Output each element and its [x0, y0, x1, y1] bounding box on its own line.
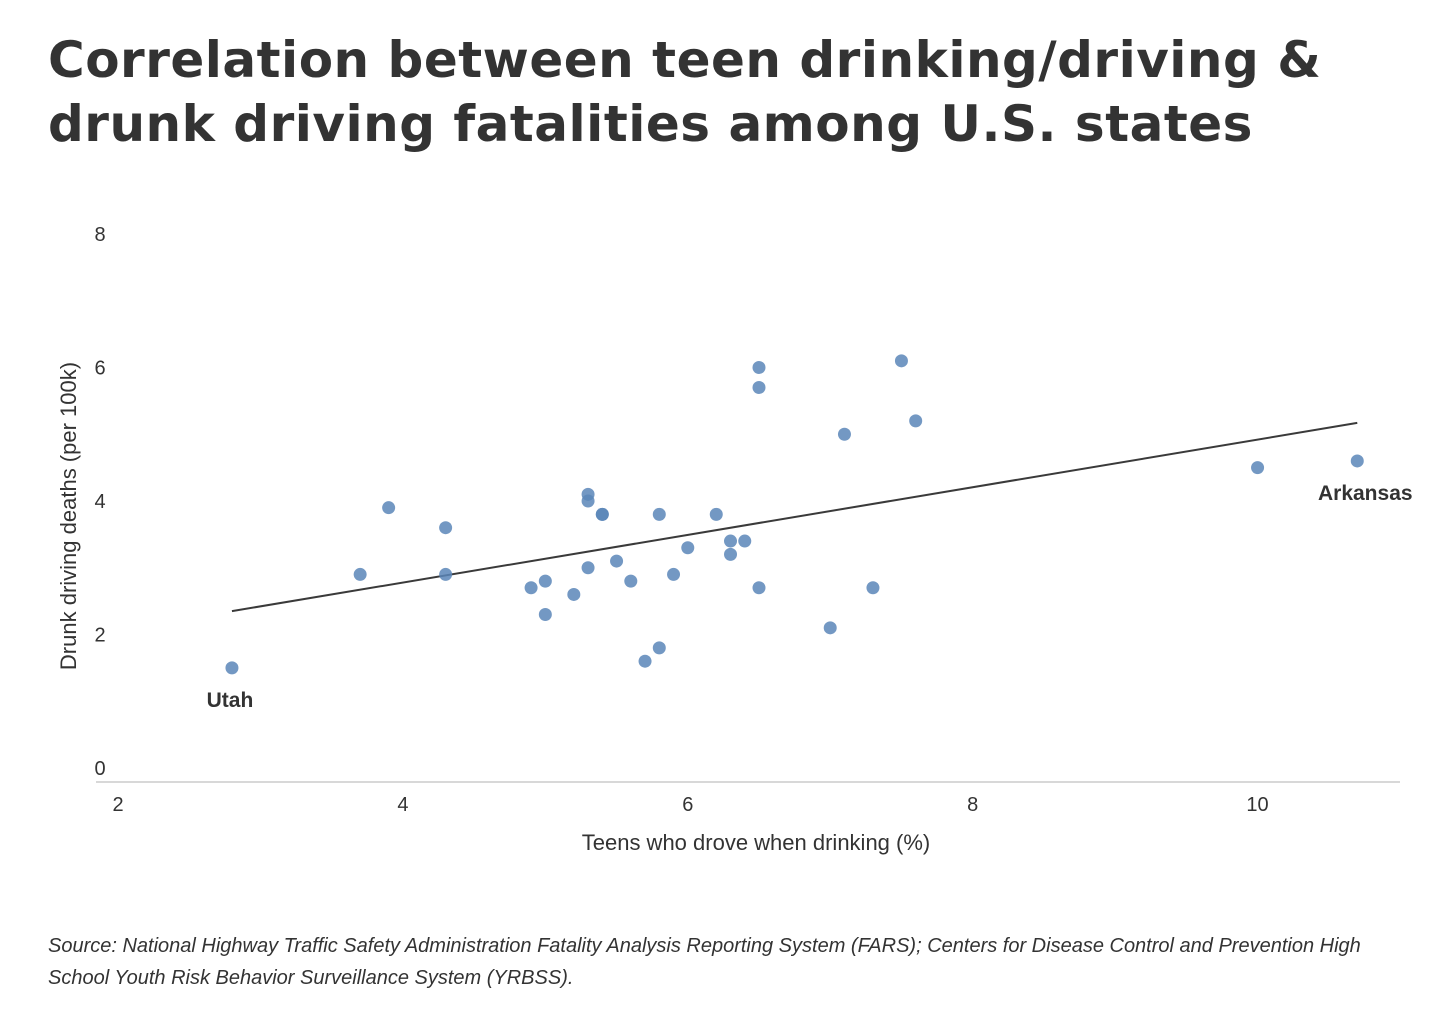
- x-tick-label: 4: [397, 794, 408, 816]
- data-point: [1251, 461, 1265, 475]
- data-point: [538, 607, 552, 621]
- data-point: [567, 587, 581, 601]
- data-point: [581, 494, 595, 508]
- data-point: [909, 414, 923, 428]
- data-point: [610, 554, 624, 568]
- data-point: [538, 574, 552, 588]
- data-point: [524, 581, 538, 595]
- y-tick-label: 2: [94, 625, 105, 647]
- data-point: [681, 541, 695, 555]
- data-point: [353, 567, 367, 581]
- y-axis-title: Drunk driving deaths (per 100k): [56, 362, 81, 670]
- y-tick-label: 6: [94, 358, 105, 380]
- data-point: [724, 547, 738, 561]
- data-point: [667, 567, 681, 581]
- chart-title: Correlation between teen drinking/drivin…: [48, 31, 1322, 153]
- data-point: [581, 561, 595, 575]
- point-annotation: Arkansas: [1318, 482, 1413, 505]
- data-point: [823, 621, 837, 635]
- data-point: [624, 574, 638, 588]
- data-point: [439, 521, 453, 535]
- data-point: [724, 534, 738, 548]
- data-point: [652, 641, 666, 655]
- x-tick-label: 10: [1246, 794, 1268, 816]
- data-point: [837, 427, 851, 441]
- source-note: Source: National Highway Traffic Safety …: [48, 935, 1361, 989]
- y-tick-label: 0: [94, 758, 105, 780]
- data-point: [866, 581, 880, 595]
- x-axis-title: Teens who drove when drinking (%): [582, 830, 931, 855]
- y-tick-label: 4: [94, 491, 105, 513]
- x-tick-label: 2: [112, 794, 123, 816]
- point-annotation: Utah: [207, 689, 254, 712]
- data-point: [709, 507, 723, 521]
- data-point: [439, 567, 453, 581]
- data-point: [595, 507, 609, 521]
- data-point: [225, 661, 239, 675]
- x-tick-label: 8: [967, 794, 978, 816]
- data-point: [752, 381, 766, 395]
- data-point: [752, 361, 766, 374]
- data-point: [652, 507, 666, 521]
- data-point: [382, 501, 396, 515]
- y-tick-label: 8: [94, 224, 105, 246]
- data-point: [752, 581, 766, 595]
- data-point: [638, 654, 652, 668]
- trendline: [231, 421, 1358, 613]
- data-point: [738, 534, 752, 548]
- data-point: [894, 354, 908, 368]
- x-tick-label: 6: [682, 794, 693, 816]
- data-point: [1350, 454, 1364, 468]
